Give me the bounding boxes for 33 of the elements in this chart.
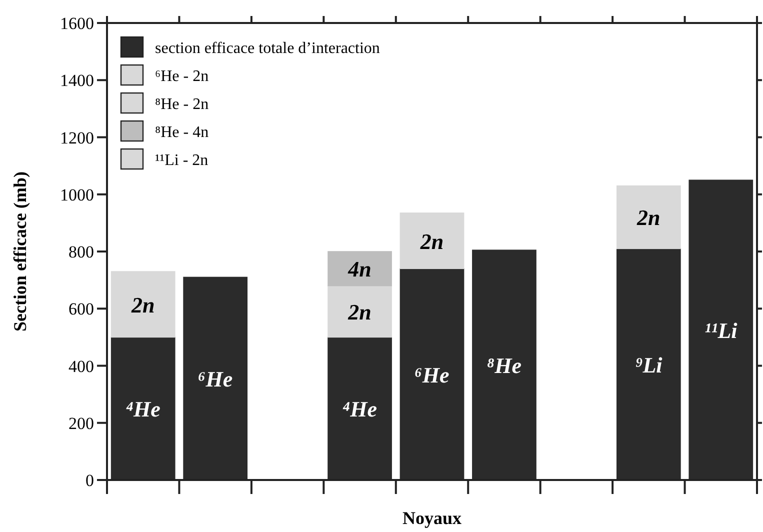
legend-label: ⁸He - 4n (155, 124, 209, 141)
annotation: 2n (419, 228, 444, 254)
legend-label: ¹¹Li - 2n (155, 152, 208, 169)
bar (616, 185, 681, 250)
legend-label: section efficace totale d’interaction (155, 40, 380, 57)
y-tick-label: 800 (68, 242, 94, 262)
bar (110, 271, 176, 338)
annotation: 2n (130, 292, 155, 318)
annotation: 2n (636, 205, 660, 230)
x-tick-label: ⁹Li (635, 352, 664, 378)
y-tick-label: 1400 (60, 71, 94, 90)
bar (400, 212, 464, 270)
y-tick-label: 600 (68, 300, 94, 319)
y-tick-label: 0 (86, 471, 94, 490)
bar (328, 285, 392, 338)
x-tick-label: ⁶He (198, 366, 233, 392)
x-axis-title: Noyaux (402, 508, 462, 528)
y-axis-title: Section efficace (mb) (10, 172, 30, 332)
y-tick-label: 1600 (60, 14, 94, 33)
bar (328, 251, 392, 286)
x-tick-label: ⁶He (414, 362, 450, 388)
x-tick-label: ¹¹Li (704, 318, 738, 344)
x-tick-label: ⁴He (126, 396, 161, 422)
x-tick-label: ⁸He (486, 353, 522, 378)
legend-label: ⁶He - 2n (155, 68, 209, 85)
y-tick-label: 1200 (60, 128, 94, 148)
y-tick-label: 400 (68, 356, 94, 376)
annotation: 4n (347, 256, 372, 282)
y-tick-label: 200 (68, 414, 94, 433)
y-tick-label: 1000 (60, 185, 94, 204)
x-tick-label: ⁴He (342, 396, 378, 422)
annotation: 2n (347, 299, 372, 324)
legend-label: ⁸He - 2n (155, 96, 209, 113)
